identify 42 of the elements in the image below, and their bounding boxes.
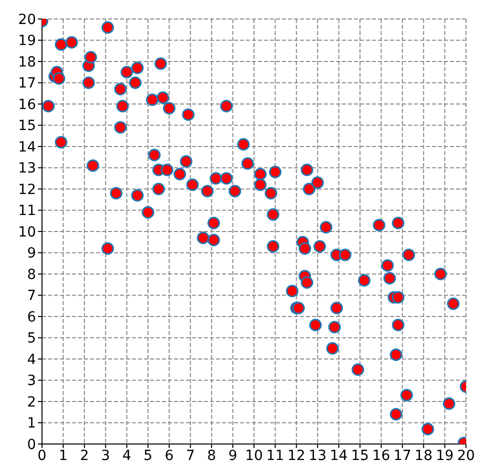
x-tick-label: 10 bbox=[245, 448, 263, 464]
y-tick-label: 2 bbox=[27, 394, 36, 410]
x-tick-label: 16 bbox=[372, 448, 390, 464]
x-tick-label: 6 bbox=[164, 448, 174, 464]
x-tick-label: 11 bbox=[266, 448, 284, 464]
y-tick-label: 0 bbox=[27, 436, 36, 453]
y-tick-label: 10 bbox=[18, 224, 36, 240]
y-tick-label: 19 bbox=[18, 33, 36, 50]
x-tick-label: 8 bbox=[207, 448, 216, 464]
x-tick-label: 18 bbox=[414, 448, 433, 464]
x-tick-label: 12 bbox=[287, 448, 306, 464]
y-tick-label: 3 bbox=[27, 373, 36, 390]
y-tick-label: 1 bbox=[27, 416, 36, 432]
y-tick-label: 9 bbox=[27, 246, 36, 262]
y-tick-label: 12 bbox=[18, 182, 36, 198]
x-tick-label: 20 bbox=[457, 448, 475, 464]
y-tick-label: 17 bbox=[18, 76, 36, 92]
x-tick-label: 15 bbox=[351, 448, 369, 464]
x-tick-label: 2 bbox=[80, 448, 89, 464]
y-tick-label: 18 bbox=[18, 54, 36, 70]
x-tick-label: 0 bbox=[38, 448, 46, 464]
x-tick-label: 3 bbox=[101, 448, 110, 464]
y-tick-label: 4 bbox=[27, 352, 36, 368]
y-tick-label: 6 bbox=[27, 309, 36, 326]
x-tick-label: 5 bbox=[144, 448, 152, 464]
y-tick-label: 14 bbox=[18, 139, 36, 156]
y-tick-label: 20 bbox=[18, 12, 36, 28]
y-tick-label: 11 bbox=[18, 203, 36, 220]
x-tick-label: 1 bbox=[58, 448, 68, 464]
y-tick-label: 5 bbox=[27, 330, 36, 347]
y-tick-label: 16 bbox=[18, 96, 36, 113]
y-tick-label: 15 bbox=[18, 118, 36, 134]
y-tick-label: 8 bbox=[27, 266, 36, 283]
x-tick-label: 13 bbox=[308, 448, 327, 464]
x-tick-label: 14 bbox=[330, 448, 348, 464]
x-tick-label: 19 bbox=[436, 448, 454, 464]
x-tick-label: 7 bbox=[186, 448, 195, 464]
x-tick-label: 17 bbox=[393, 448, 412, 464]
x-tick-label: 4 bbox=[122, 448, 132, 464]
y-tick-label: 7 bbox=[27, 288, 36, 304]
x-tick-label: 9 bbox=[228, 448, 238, 464]
y-tick-label: 13 bbox=[18, 160, 36, 177]
